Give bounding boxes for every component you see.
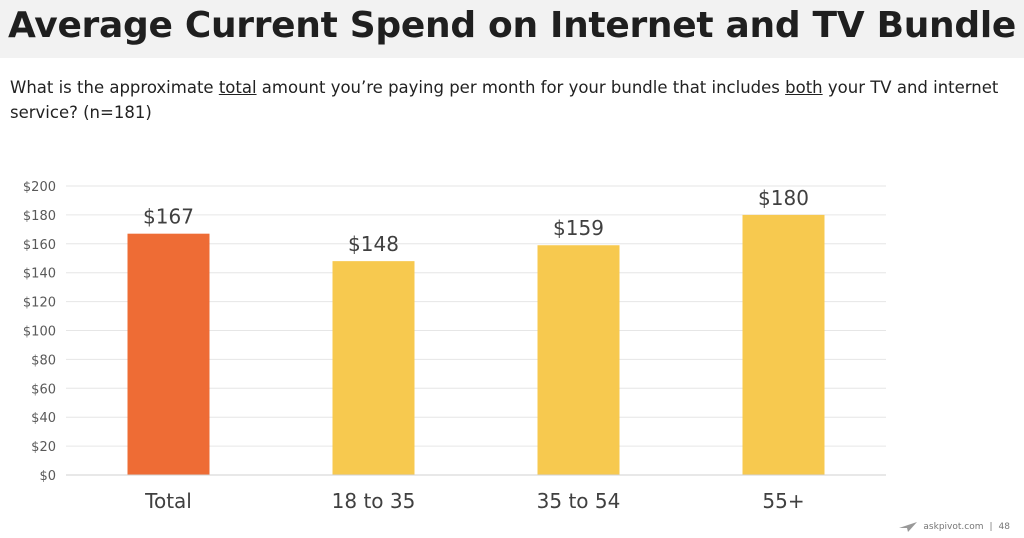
- bar: [332, 261, 415, 475]
- y-axis: $0 $20 $40 $60 $80 $100 $120 $140 $160 $180 $200: [23, 180, 56, 484]
- y-tick-label: $40: [31, 411, 56, 426]
- question-text-2: amount you’re paying per month for your …: [256, 78, 786, 97]
- y-tick-label: $20: [31, 440, 56, 455]
- footer-separator: |: [989, 522, 993, 532]
- y-tick-label: $60: [31, 382, 56, 397]
- footer-page-number: 48: [998, 522, 1010, 532]
- y-tick-label: $100: [23, 325, 56, 340]
- question-emphasis-both: both: [785, 78, 823, 97]
- x-tick-label: 35 to 54: [537, 489, 621, 513]
- data-label: $148: [348, 232, 399, 256]
- value-labels: $167 $148 $159 $180: [143, 186, 809, 256]
- y-tick-label: $180: [23, 209, 56, 224]
- y-tick-label: $140: [23, 267, 56, 282]
- x-tick-label: 18 to 35: [332, 489, 416, 513]
- x-tick-label: 55+: [762, 489, 804, 513]
- footer-site: askpivot.com: [923, 522, 984, 532]
- title-bar: Average Current Spend on Internet and TV…: [0, 0, 1024, 58]
- x-axis: Total 18 to 35 35 to 54 55+: [66, 474, 886, 513]
- y-tick-label: $200: [23, 180, 56, 195]
- bar: [537, 245, 620, 475]
- page-title: Average Current Spend on Internet and TV…: [8, 5, 1016, 46]
- question-text-1: What is the approximate: [10, 78, 219, 97]
- footer: askpivot.com | 48: [899, 522, 1010, 532]
- x-tick-label: Total: [144, 489, 192, 513]
- y-tick-label: $160: [23, 238, 56, 253]
- chart-bars: [127, 214, 825, 475]
- bar-chart: $0 $20 $40 $60 $80 $100 $120 $140 $160 $180 $200 $…: [23, 180, 886, 513]
- paper-plane-icon: [899, 522, 918, 532]
- data-label: $167: [143, 205, 194, 229]
- data-label: $159: [553, 216, 604, 240]
- survey-question: What is the approximate total amount you…: [10, 75, 1020, 125]
- bar: [127, 233, 210, 475]
- question-text-3: your TV and internet service? (n=181): [10, 78, 999, 122]
- y-tick-label: $0: [39, 469, 56, 484]
- y-tick-label: $80: [31, 353, 56, 368]
- data-label: $180: [758, 186, 809, 210]
- y-tick-label: $120: [23, 296, 56, 311]
- bar: [742, 214, 825, 475]
- question-emphasis-total: total: [218, 78, 257, 97]
